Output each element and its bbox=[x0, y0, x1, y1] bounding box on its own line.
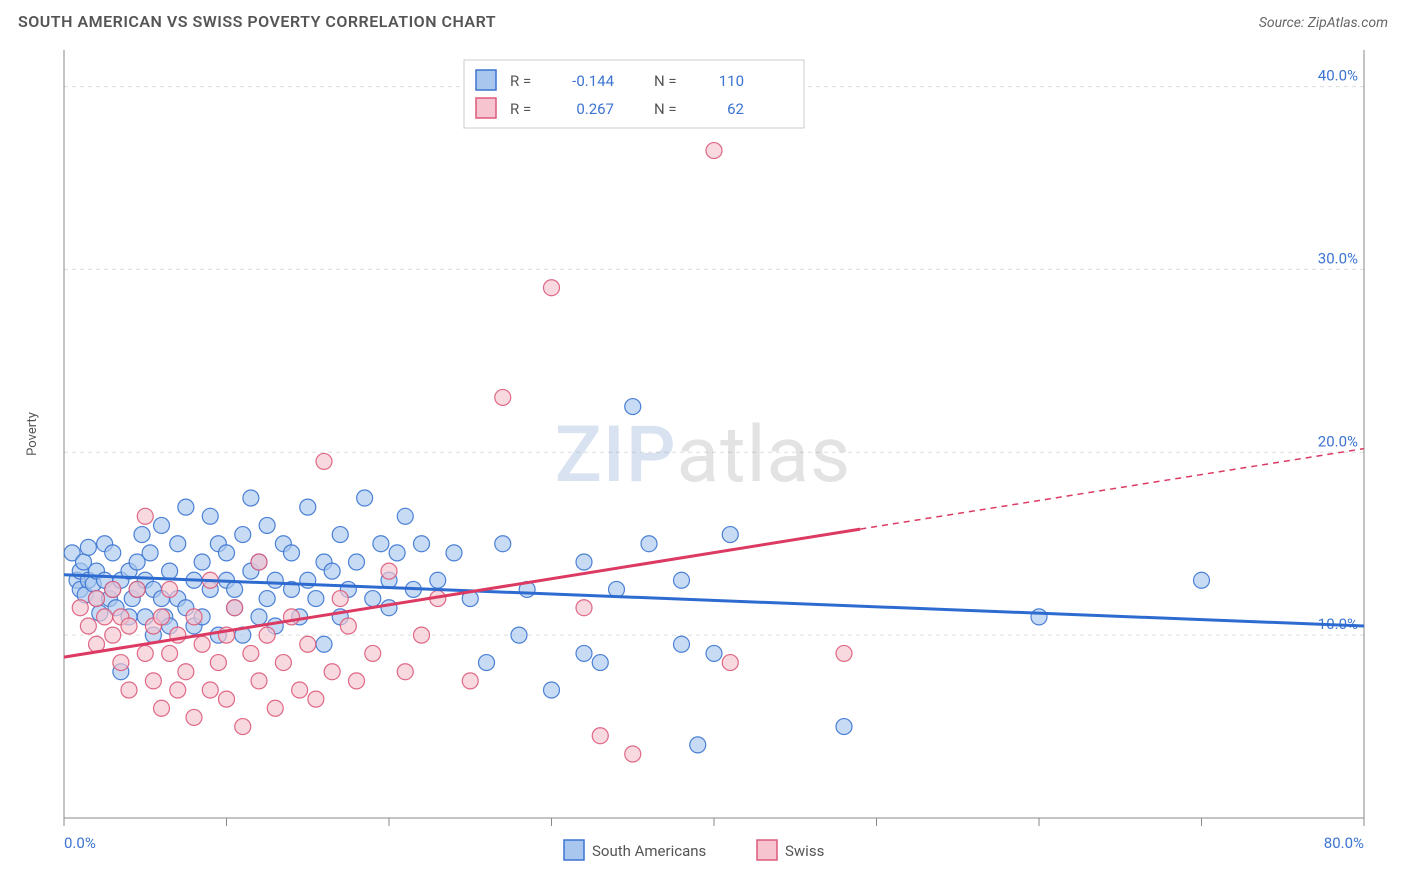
chart-container: 0.0%80.0%10.0%20.0%30.0%40.0%PovertyR =-… bbox=[18, 40, 1388, 880]
chart-source: Source: ZipAtlas.com bbox=[1259, 15, 1388, 31]
svg-text:30.0%: 30.0% bbox=[1318, 249, 1358, 267]
svg-text:80.0%: 80.0% bbox=[1324, 834, 1364, 852]
svg-text:0.0%: 0.0% bbox=[64, 834, 96, 852]
svg-text:Poverty: Poverty bbox=[25, 412, 40, 456]
svg-text:0.267: 0.267 bbox=[576, 100, 614, 118]
svg-text:110: 110 bbox=[719, 72, 744, 90]
svg-text:20.0%: 20.0% bbox=[1318, 432, 1358, 450]
svg-text:N =: N = bbox=[654, 100, 677, 118]
svg-text:South Americans: South Americans bbox=[592, 842, 706, 860]
svg-text:Swiss: Swiss bbox=[785, 842, 824, 860]
scatter-chart: 0.0%80.0%10.0%20.0%30.0%40.0%PovertyR =-… bbox=[18, 40, 1388, 880]
chart-title: SOUTH AMERICAN VS SWISS POVERTY CORRELAT… bbox=[18, 12, 496, 31]
svg-text:62: 62 bbox=[727, 100, 744, 118]
svg-text:N =: N = bbox=[654, 72, 677, 90]
svg-text:40.0%: 40.0% bbox=[1318, 67, 1358, 85]
svg-text:-0.144: -0.144 bbox=[572, 72, 614, 90]
svg-text:R =: R = bbox=[510, 72, 531, 90]
chart-header: SOUTH AMERICAN VS SWISS POVERTY CORRELAT… bbox=[18, 12, 1388, 31]
svg-text:R =: R = bbox=[510, 100, 531, 118]
